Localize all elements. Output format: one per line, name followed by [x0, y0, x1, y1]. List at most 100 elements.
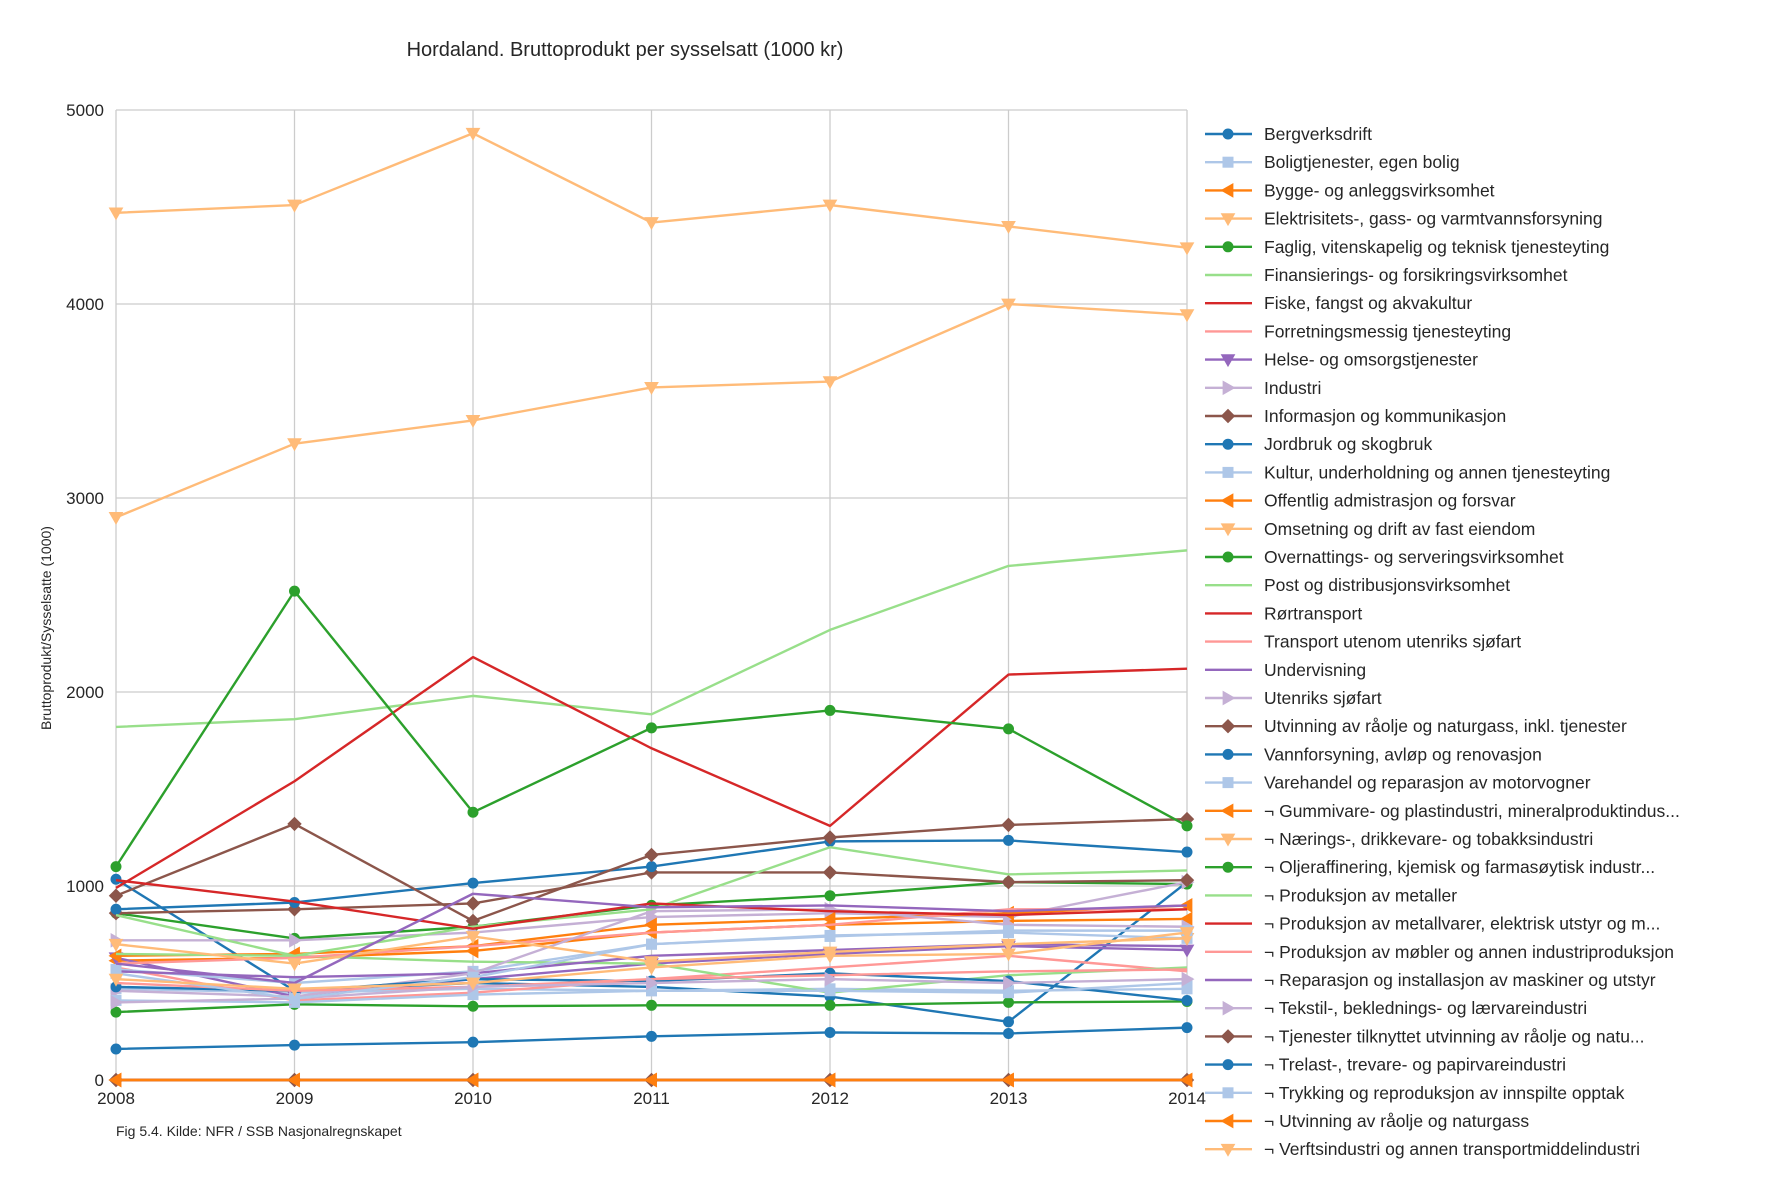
data-point	[646, 861, 657, 873]
legend-marker	[1222, 380, 1236, 396]
legend-label: ¬ Trykking og reproduksjon av innspilte …	[1264, 1083, 1625, 1103]
legend-label: ¬ Nærings-, drikkevare- og tobakksindust…	[1264, 829, 1593, 849]
y-tick-label: 5000	[66, 101, 104, 120]
data-point	[822, 865, 838, 880]
series-26	[110, 585, 1193, 873]
legend-marker	[1222, 128, 1234, 140]
data-point	[1179, 309, 1195, 323]
legend-marker	[1222, 861, 1234, 873]
legend-entry: Kultur, underholdning og annen tjenestey…	[1205, 462, 1610, 482]
data-point	[824, 971, 838, 987]
series-27	[115, 846, 1188, 958]
data-point	[110, 903, 122, 915]
legend-entry: Transport utenom utenriks sjøfart	[1205, 632, 1521, 652]
legend-label: Utvinning av råolje og naturgass, inkl. …	[1264, 716, 1627, 736]
data-point	[1181, 1022, 1193, 1034]
legend-marker	[1222, 1087, 1234, 1099]
data-point	[1003, 925, 1014, 937]
legend-entry: ¬ Oljeraffinering, kjemisk og farmasøyti…	[1205, 857, 1655, 877]
data-point	[822, 950, 838, 964]
legend-entry: ¬ Reparasjon og installasjon av maskiner…	[1205, 970, 1656, 990]
legend-marker	[1220, 1143, 1236, 1157]
legend-label: ¬ Oljeraffinering, kjemisk og farmasøyti…	[1264, 857, 1655, 877]
legend-entry: Offentlig admistrasjon og forsvar	[1205, 491, 1516, 511]
legend-label: Undervisning	[1264, 660, 1366, 680]
series-5	[115, 549, 1188, 729]
data-point	[108, 973, 124, 987]
legend-marker	[1222, 438, 1234, 450]
legend-entry: Helse- og omsorgstjenester	[1205, 350, 1478, 370]
legend-entry: Forretningsmessig tjenesteyting	[1205, 321, 1511, 341]
y-tick-label: 3000	[66, 489, 104, 508]
data-point	[467, 877, 479, 889]
legend-label: ¬ Utvinning av råolje og naturgass	[1264, 1111, 1529, 1131]
data-point	[108, 938, 124, 952]
data-point	[1001, 874, 1016, 890]
legend-label: Bergverksdrift	[1264, 124, 1372, 144]
data-point	[465, 931, 481, 944]
data-point	[467, 806, 479, 818]
legend-marker	[1220, 1029, 1236, 1044]
legend-entry: Elektrisitets-, gass- og varmtvannsforsy…	[1205, 209, 1602, 229]
data-point	[646, 975, 660, 991]
legend-label: Jordbruk og skogbruk	[1264, 434, 1433, 454]
data-point	[824, 985, 836, 997]
legend-label: Boligtjenester, egen bolig	[1264, 152, 1460, 172]
data-point	[289, 932, 303, 948]
legend-entry: ¬ Verftsindustri og annen transportmidde…	[1205, 1139, 1640, 1159]
data-point	[1001, 221, 1016, 234]
legend-entry: ¬ Trykking og reproduksjon av innspilte …	[1205, 1083, 1625, 1103]
data-point	[287, 438, 302, 452]
legend-marker	[1222, 156, 1234, 168]
data-point	[1003, 987, 1014, 999]
legend-marker	[1220, 833, 1236, 847]
series-3	[108, 127, 1195, 256]
data-point	[465, 1072, 479, 1088]
legend-entry: ¬ Tekstil-, beklednings- og lærvareindus…	[1205, 998, 1587, 1018]
data-point	[646, 999, 657, 1011]
data-point	[822, 911, 836, 927]
legend-entry: Boligtjenester, egen bolig	[1205, 152, 1460, 172]
y-tick-label: 0	[95, 1071, 104, 1090]
legend-entry: Informasjon og kommunikasjon	[1205, 406, 1506, 426]
series-14	[108, 298, 1195, 525]
data-point	[1003, 1016, 1014, 1028]
legend-label: ¬ Produksjon av møbler og annen industri…	[1264, 942, 1674, 962]
data-point	[465, 127, 481, 141]
series-6	[115, 655, 1188, 889]
y-tick-label: 2000	[66, 683, 104, 702]
legend-marker	[1220, 354, 1236, 368]
data-point	[110, 861, 122, 873]
legend-entry: Fiske, fangst og akvakultur	[1205, 293, 1472, 313]
data-point	[644, 382, 659, 395]
data-point	[822, 1072, 836, 1088]
data-point	[289, 585, 300, 597]
chart-caption: Fig 5.4. Kilde: NFR / SSB Nasjonalregnsk…	[116, 1123, 402, 1139]
series-line	[115, 846, 1188, 958]
data-point	[286, 1072, 300, 1088]
legend-entry: Industri	[1205, 378, 1321, 398]
legend-label: Offentlig admistrasjon og forsvar	[1264, 491, 1516, 511]
legend-entry: ¬ Gummivare- og plastindustri, mineralpr…	[1205, 801, 1680, 821]
y-tick-label: 4000	[66, 295, 104, 314]
series-line	[115, 892, 1188, 985]
series-10	[108, 865, 1195, 921]
legend-marker	[1220, 718, 1236, 734]
legend-label: ¬ Reparasjon og installasjon av maskiner…	[1264, 970, 1656, 990]
legend-marker	[1222, 1000, 1236, 1016]
data-point	[287, 816, 302, 832]
x-tick-label: 2012	[811, 1089, 849, 1108]
legend-entry: Post og distribusjonsvirksomhet	[1205, 575, 1510, 595]
data-point	[110, 1006, 122, 1018]
legend-entry: Vannforsyning, avløp og renovasjon	[1205, 744, 1542, 764]
series-line	[115, 655, 1188, 889]
legend-label: Transport utenom utenriks sjøfart	[1264, 632, 1521, 652]
legend-label: Helse- og omsorgstjenester	[1264, 350, 1478, 370]
data-point	[644, 217, 659, 231]
data-point	[644, 847, 659, 863]
data-point	[467, 1036, 479, 1048]
legend-label: Informasjon og kommunikasjon	[1264, 406, 1506, 426]
data-point	[1179, 872, 1195, 888]
data-point	[1179, 927, 1195, 941]
legend-marker	[1220, 803, 1234, 819]
